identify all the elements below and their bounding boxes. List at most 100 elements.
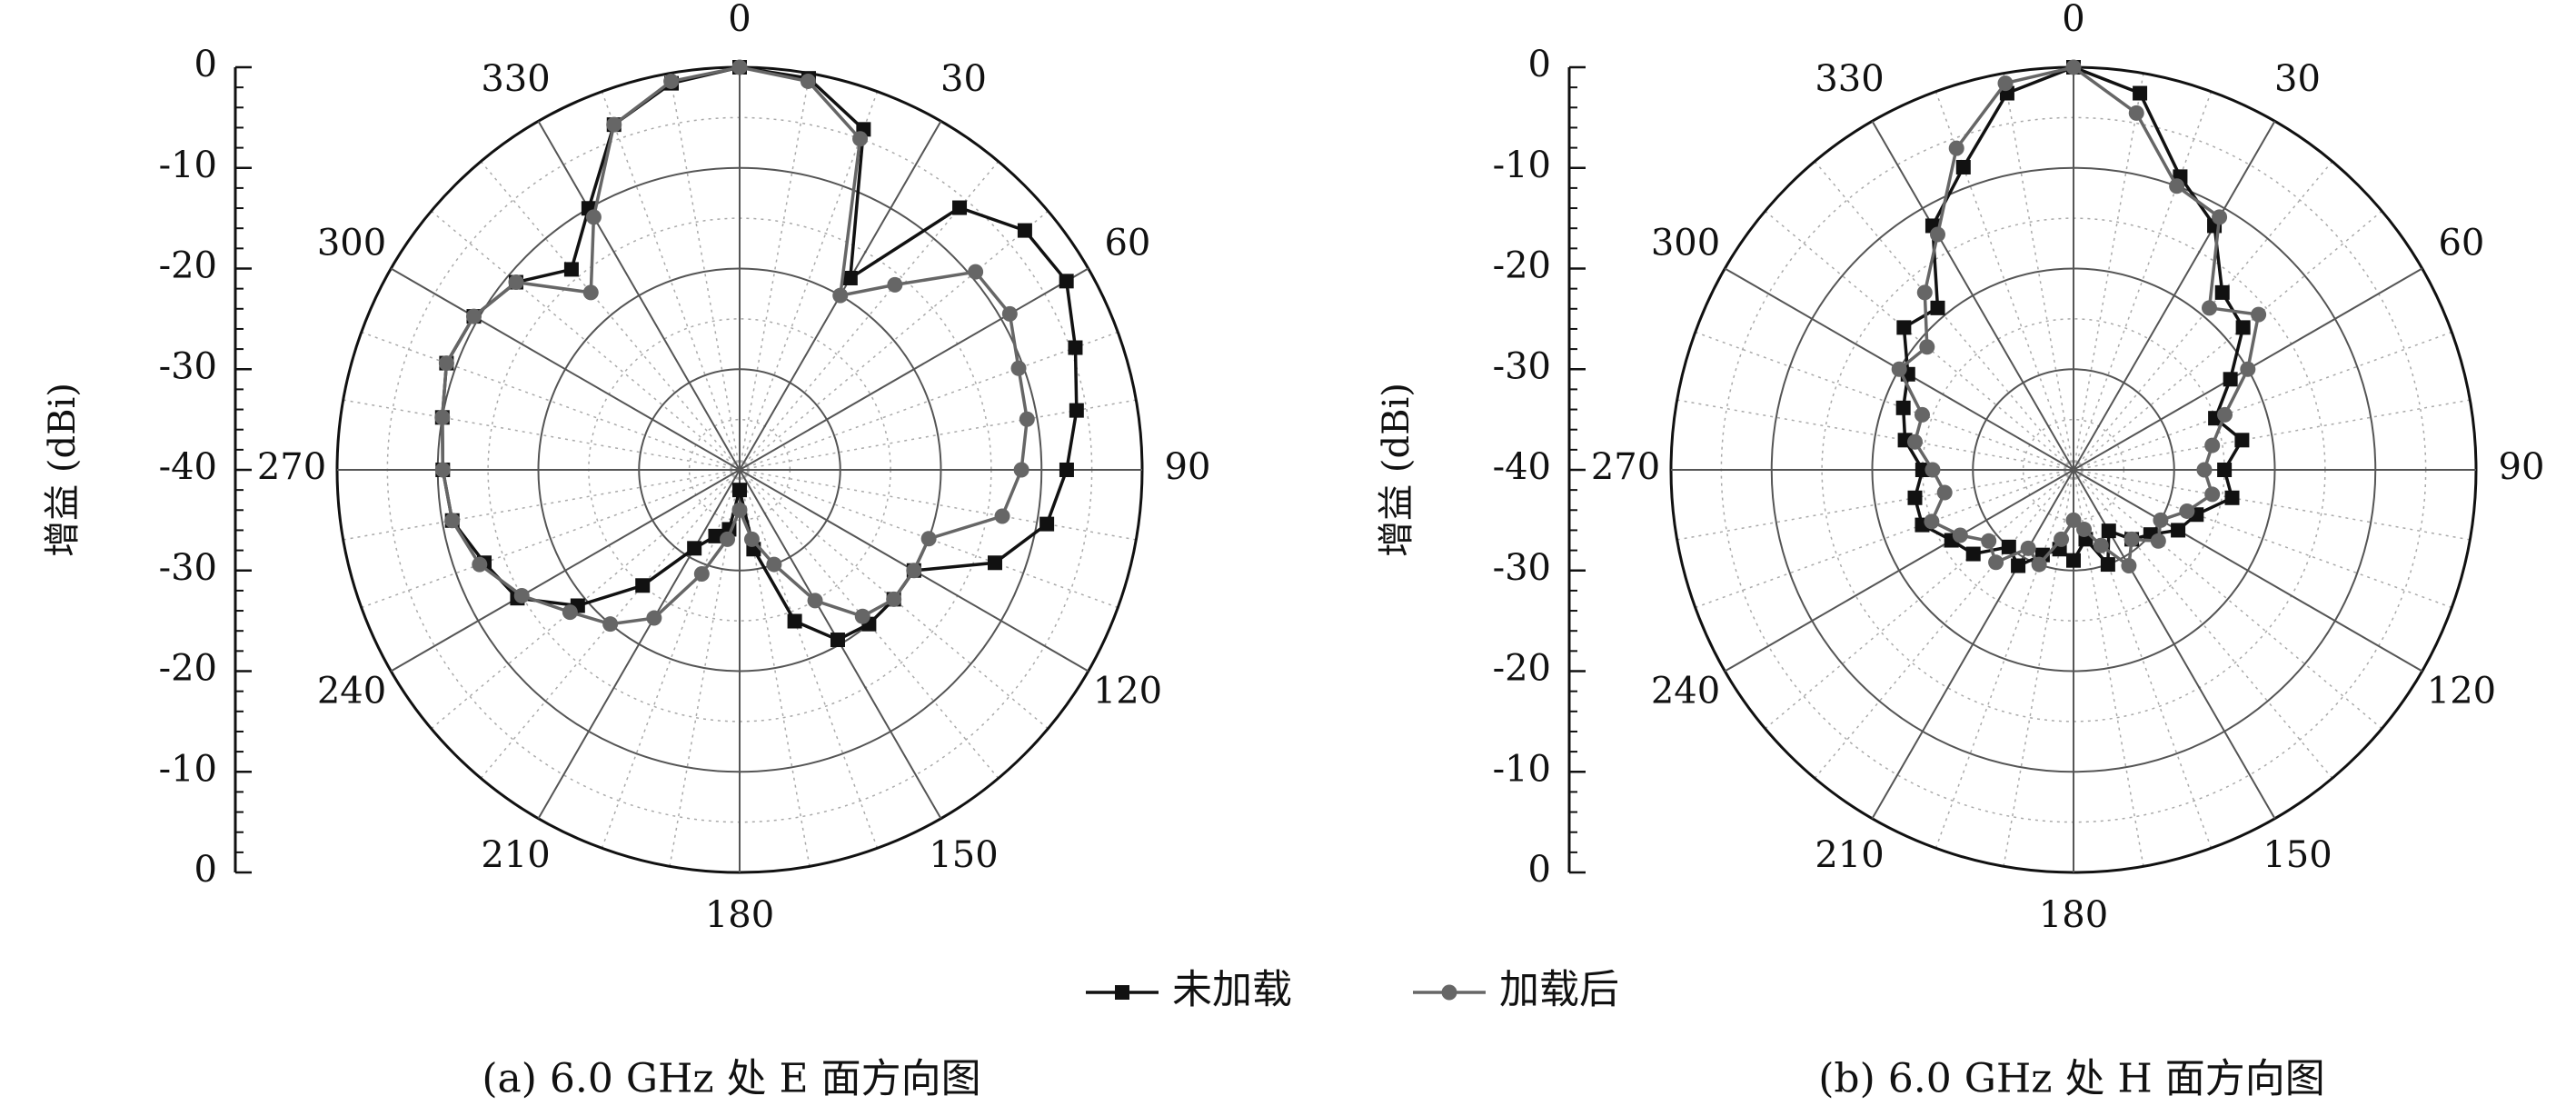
marker (1988, 554, 2004, 571)
marker (2171, 523, 2186, 538)
marker (1965, 546, 1981, 562)
marker (646, 610, 662, 626)
minor-spoke (669, 73, 741, 471)
r-tick-label: 0 (194, 44, 217, 85)
marker (2065, 59, 2082, 75)
marker (968, 264, 984, 280)
marker (582, 284, 599, 301)
marker (1069, 403, 1084, 418)
marker (743, 531, 760, 547)
marker (2217, 463, 2233, 477)
angle-label: 300 (317, 223, 386, 264)
minor-spoke (2073, 469, 2471, 541)
r-tick-label: -20 (159, 648, 217, 690)
marker (2054, 531, 2070, 547)
marker (434, 409, 451, 425)
marker (830, 633, 845, 648)
marker (1952, 527, 1968, 543)
r-tick-label: -40 (159, 446, 217, 488)
minor-spoke (1695, 469, 2074, 609)
marker (787, 613, 802, 629)
marker (2169, 178, 2185, 194)
r-tick-label: -30 (159, 345, 217, 387)
marker (606, 116, 622, 133)
marker (987, 555, 1002, 571)
marker (2153, 512, 2169, 528)
minor-spoke (361, 469, 741, 609)
r-tick-label: -40 (1493, 446, 1551, 488)
spoke (390, 469, 741, 673)
r-tick-label: -10 (159, 748, 217, 790)
marker (1896, 320, 1912, 335)
angle-label: 300 (1651, 223, 1720, 264)
marker (1955, 159, 1971, 174)
angle-label: 330 (481, 58, 550, 100)
spoke (2073, 120, 2276, 471)
minor-spoke (739, 91, 879, 471)
marker (2179, 503, 2195, 519)
marker (832, 287, 849, 304)
angle-label: 60 (1104, 223, 1150, 264)
marker (800, 73, 816, 89)
angle-label: 120 (1093, 671, 1162, 712)
minor-spoke (2073, 210, 2382, 471)
marker (1906, 433, 1923, 450)
marker (1907, 490, 1923, 505)
marker (920, 531, 937, 547)
minor-spoke (739, 469, 1119, 609)
minor-spoke (1934, 469, 2074, 849)
marker (1929, 226, 1945, 243)
marker (2223, 372, 2238, 387)
marker (585, 209, 602, 225)
marker (1919, 339, 1935, 355)
marker (2251, 306, 2267, 323)
marker (2100, 557, 2115, 573)
spoke (1871, 120, 2074, 471)
minor-spoke (480, 161, 741, 471)
r-tick-label: -10 (159, 144, 217, 186)
marker (1059, 274, 1074, 289)
angle-label: 0 (2062, 0, 2084, 40)
marker (2133, 85, 2148, 101)
marker (562, 604, 578, 621)
angle-label: 0 (728, 0, 751, 40)
marker (2065, 512, 2082, 528)
minor-spoke (343, 399, 741, 471)
minor-spoke (1676, 469, 2074, 541)
marker (2240, 361, 2256, 377)
marker (2093, 537, 2109, 553)
marker (1010, 360, 1027, 376)
marker (2150, 533, 2166, 549)
minor-spoke (739, 469, 1049, 730)
marker (2076, 521, 2093, 537)
r-tick-label: -30 (1493, 547, 1551, 589)
angle-label: 330 (1815, 58, 1884, 100)
marker (708, 528, 723, 543)
marker (1068, 340, 1083, 355)
r-tick-label: -10 (1493, 748, 1551, 790)
minor-spoke (1695, 331, 2074, 471)
minor-spoke (2073, 469, 2333, 779)
minor-spoke (2073, 469, 2382, 730)
angle-label: 90 (1165, 446, 1211, 488)
angle-label: 60 (2438, 223, 2484, 264)
legend-label: 未加载 (1172, 967, 1292, 1013)
marker (563, 262, 579, 277)
marker (693, 565, 710, 582)
minor-spoke (739, 210, 1049, 471)
marker (766, 556, 782, 573)
marker (2204, 437, 2221, 453)
r-tick-label: 0 (1528, 849, 1551, 891)
subtitle: (a) 6.0 GHz 处 E 面方向图 (482, 1056, 980, 1102)
spoke (390, 267, 741, 471)
marker (2214, 284, 2230, 300)
marker (731, 59, 748, 75)
marker (1981, 533, 1997, 549)
minor-spoke (1765, 210, 2074, 471)
marker (842, 270, 858, 285)
marker (1948, 140, 1964, 156)
minor-spoke (2073, 469, 2452, 609)
minor-spoke (1765, 469, 2074, 730)
marker (1017, 223, 1032, 238)
marker (2196, 462, 2213, 478)
